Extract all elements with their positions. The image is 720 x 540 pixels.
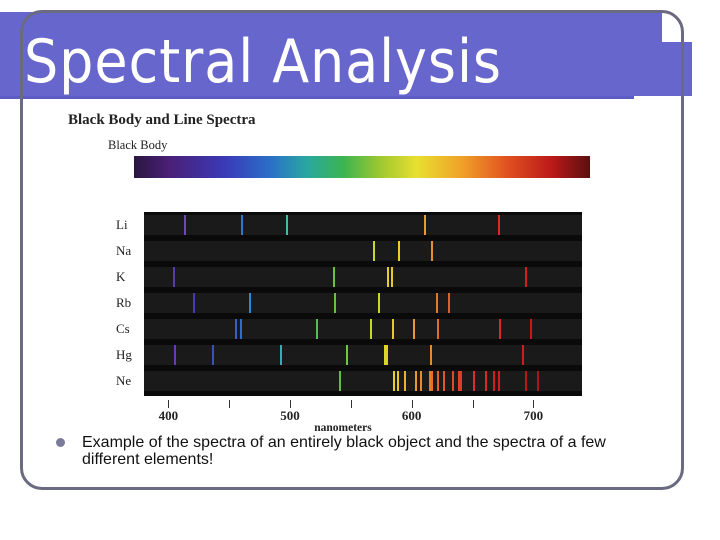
axis-tick bbox=[533, 400, 535, 408]
emission-line bbox=[412, 319, 415, 339]
axis-tick-label: 700 bbox=[523, 408, 544, 423]
axis-unit-label: nanometers bbox=[314, 422, 372, 434]
emission-line bbox=[240, 319, 243, 339]
emission-line bbox=[398, 241, 401, 261]
line-spectra-panel bbox=[144, 212, 582, 396]
emission-line bbox=[345, 345, 348, 365]
emission-line bbox=[428, 371, 431, 391]
blackbody-spectrum bbox=[134, 156, 590, 178]
emission-line bbox=[457, 371, 460, 391]
element-label-ne: Ne bbox=[116, 373, 132, 388]
emission-line bbox=[372, 241, 375, 261]
axis-tick-label: 600 bbox=[401, 408, 422, 423]
emission-line bbox=[529, 319, 532, 339]
emission-line bbox=[431, 371, 434, 391]
emission-line bbox=[460, 371, 463, 391]
element-label-na: Na bbox=[116, 243, 132, 258]
emission-line bbox=[437, 319, 440, 339]
emission-line bbox=[448, 293, 451, 313]
emission-line bbox=[286, 215, 289, 235]
emission-line bbox=[173, 267, 176, 287]
emission-line bbox=[524, 267, 527, 287]
spectrum-row-na bbox=[144, 241, 582, 261]
element-label-cs: Cs bbox=[116, 321, 130, 336]
emission-line bbox=[524, 371, 527, 391]
axis-tick bbox=[229, 400, 231, 408]
emission-line bbox=[386, 345, 389, 365]
axis-tick-label: 500 bbox=[280, 408, 300, 423]
emission-line bbox=[423, 215, 426, 235]
emission-line bbox=[333, 293, 336, 313]
title-underline bbox=[0, 96, 634, 99]
emission-line bbox=[393, 371, 396, 391]
emission-line bbox=[431, 241, 434, 261]
emission-line bbox=[484, 371, 487, 391]
axis-tick bbox=[168, 400, 170, 408]
emission-line bbox=[383, 345, 386, 365]
emission-line bbox=[436, 293, 438, 313]
emission-line bbox=[377, 293, 380, 313]
element-label-hg: Hg bbox=[116, 347, 132, 362]
emission-line bbox=[499, 319, 502, 339]
title-bar: Spectral Analysis bbox=[0, 12, 692, 97]
spectrum-row-ne bbox=[144, 371, 582, 391]
spectrum-row-k bbox=[144, 267, 582, 287]
emission-line bbox=[451, 371, 454, 391]
emission-line bbox=[280, 345, 283, 365]
emission-line bbox=[248, 293, 251, 313]
axis-tick bbox=[290, 400, 291, 408]
spectrum-row-rb bbox=[144, 293, 582, 313]
element-label-k: K bbox=[116, 269, 126, 284]
spectrum-row-li bbox=[144, 215, 582, 235]
emission-line bbox=[387, 267, 390, 287]
emission-line bbox=[522, 345, 525, 365]
emission-line bbox=[420, 371, 423, 391]
emission-line bbox=[390, 267, 393, 287]
spectrum-row-cs bbox=[144, 319, 582, 339]
axis-tick bbox=[350, 400, 352, 408]
emission-line bbox=[235, 319, 238, 339]
emission-line bbox=[472, 371, 475, 391]
page-title: Spectral Analysis bbox=[24, 27, 502, 97]
spectrum-row-hg bbox=[144, 345, 582, 365]
emission-line bbox=[498, 215, 501, 235]
emission-line bbox=[437, 371, 440, 391]
emission-line bbox=[498, 371, 501, 391]
bullet-icon bbox=[56, 438, 65, 447]
emission-line bbox=[493, 371, 496, 391]
spectra-figure: Black Body and Line Spectra Black Body L… bbox=[62, 112, 592, 434]
axis-tick bbox=[472, 400, 474, 408]
emission-line bbox=[192, 293, 195, 313]
emission-line bbox=[415, 371, 418, 391]
emission-line bbox=[536, 371, 539, 391]
emission-line bbox=[429, 345, 432, 365]
emission-line bbox=[174, 345, 177, 365]
axis-tick bbox=[411, 400, 413, 408]
slide-frame bbox=[20, 10, 684, 490]
element-label-li: Li bbox=[116, 217, 128, 232]
emission-line bbox=[404, 371, 407, 391]
emission-line bbox=[184, 215, 187, 235]
emission-line bbox=[315, 319, 318, 339]
emission-line bbox=[338, 371, 341, 391]
slide-caption: Example of the spectra of an entirely bl… bbox=[82, 434, 606, 468]
emission-line bbox=[332, 267, 335, 287]
emission-line bbox=[212, 345, 215, 365]
blackbody-label: Black Body bbox=[108, 138, 168, 152]
emission-line bbox=[370, 319, 373, 339]
emission-line bbox=[392, 319, 395, 339]
axis-tick-label: 400 bbox=[158, 408, 179, 423]
emission-line bbox=[241, 215, 244, 235]
emission-line bbox=[397, 371, 400, 391]
element-label-rb: Rb bbox=[116, 295, 132, 310]
emission-line bbox=[443, 371, 446, 391]
figure-title: Black Body and Line Spectra bbox=[68, 112, 256, 128]
